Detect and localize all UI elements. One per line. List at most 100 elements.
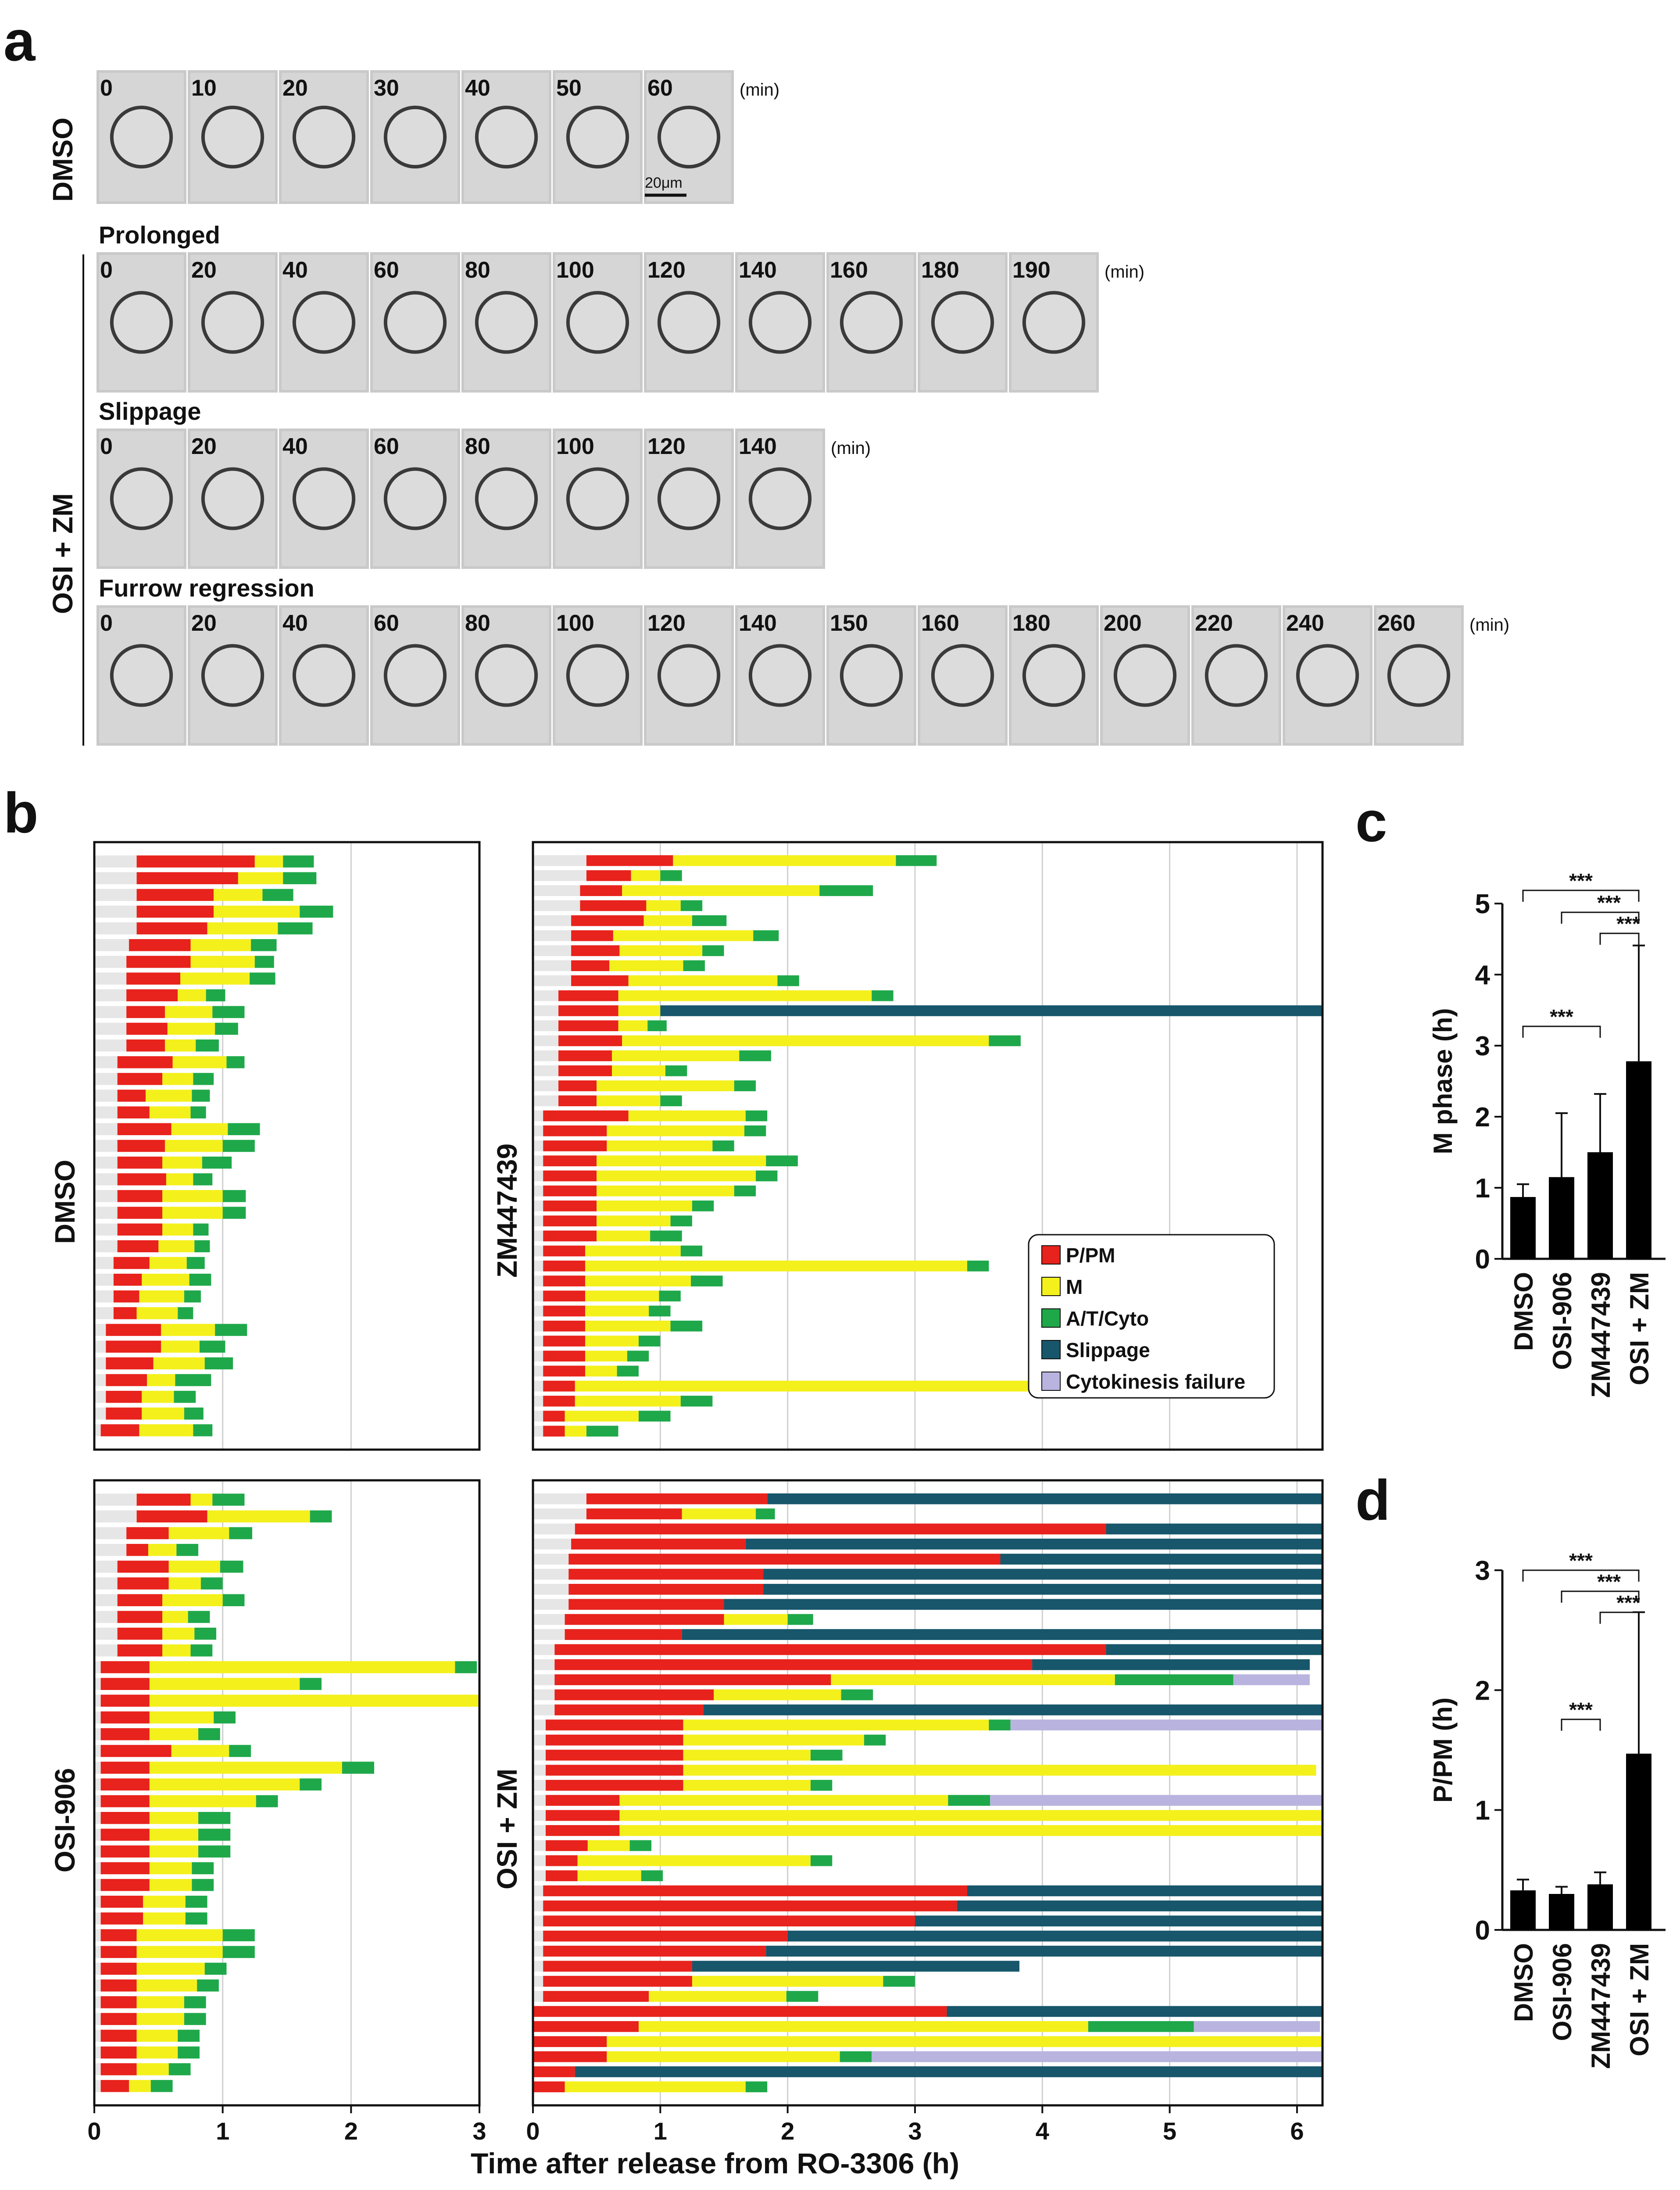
timeline-segment [185,1896,207,1908]
timelapse-frame: 20 [188,252,278,393]
timeline-segment [117,1561,169,1573]
timeline-segment [94,1357,106,1370]
cell-image [475,105,538,169]
timeline-segment [94,1090,118,1102]
timeline-segment [117,1156,163,1169]
timeline-segment [617,1365,639,1377]
timeline-segment [193,1223,209,1236]
timelapse-frame: 40 [279,605,369,746]
timeline-segment [734,1185,756,1197]
timeline-segment [100,1862,150,1875]
frame-time-label: 80 [465,257,490,283]
timeline-segment [692,1200,714,1211]
timeline-segment [777,975,799,986]
timeline-segment [94,1156,118,1169]
panel-a-timelapse: DMSO OSI + ZM Prolonged Slippage Furrow … [47,70,1509,746]
timeline-segment [554,1644,1106,1655]
significance-label: *** [1597,891,1621,914]
category-label: ZM447439 [1586,1272,1616,1398]
timeline-segment [190,1644,213,1657]
timelapse-frame: 40 [279,429,369,569]
timeline-segment [533,1125,543,1136]
timeline-segment [585,1320,671,1332]
timeline-segment [196,1039,219,1052]
timeline-segment [192,1862,214,1875]
timeline-segment [571,1538,746,1550]
timeline-segment [558,1020,618,1031]
timeline-segment [150,2080,173,2092]
timeline-segment [558,1065,612,1076]
cell-image [201,291,265,354]
timelapse-frame: 100 [553,429,643,569]
timeline-segment [136,855,255,868]
timeline-segment [94,2080,101,2092]
timeline-segment [543,1275,586,1286]
frame-time-label: 40 [282,257,308,283]
timeline-segment [586,855,673,866]
cell-image [201,644,265,707]
timeline-segment [94,1340,106,1353]
timeline-segment [94,1106,118,1118]
tick-label: 0 [87,2117,101,2145]
timeline-segment [989,1719,1011,1731]
timeline-segment [189,1273,211,1286]
cell-image [931,291,994,354]
panel-letter-d: d [1355,1468,1390,1532]
timeline-segment [533,1840,546,1851]
timeline-segment [533,1350,543,1362]
timeline-segment [533,1584,569,1595]
timeline-segment [184,1408,204,1420]
significance-bracket [1522,1025,1601,1038]
cell-image [1387,644,1451,707]
timelapse-frame: 60 [370,252,460,393]
timeline-segment [204,1962,227,1975]
timeline-segment [117,1106,150,1118]
timeline-segment [178,1307,193,1319]
timeline-segment [162,1190,223,1202]
timeline-segment [94,1627,118,1640]
timeline-segment [543,1425,565,1437]
significance-bracket [1561,1718,1601,1731]
timeline-segment [162,1223,193,1236]
timelapse-frame: 240 [1283,605,1373,746]
timeline-segment [565,1411,639,1422]
cell-image [110,644,173,707]
timeline-segment [543,1185,597,1197]
frame-time-label: 60 [374,257,399,283]
timeline-segment [214,1711,236,1724]
frame-time-label: 100 [556,611,594,636]
cell-image [292,105,356,169]
timeline-segment [162,1594,223,1607]
cell-image [475,467,538,530]
timeline-segment [100,1946,137,1958]
cell-image [1022,644,1086,707]
timeline-subplot: OSI-906 0 1 2 3 [49,1479,486,2145]
category-label: OSI-906 [1548,1272,1577,1370]
timeline-segment [533,1961,543,1972]
timeline-segment [533,1568,569,1580]
timeline-segment [184,2013,206,2025]
bar [1510,1197,1536,1259]
timeline-segment [215,1324,247,1336]
timeline-segment [714,1689,841,1701]
timeline-segment [568,1554,1001,1565]
timeline-segment [193,1073,214,1085]
cell-image [566,467,629,530]
timeline-segment [533,1170,543,1182]
timeline-segment [659,1290,681,1302]
timeline-segment [149,1711,214,1724]
frame-time-label: 0 [100,434,113,459]
cell-image [475,291,538,354]
timeline-segment [204,1357,233,1370]
timeline-segment [202,1156,232,1169]
timelapse-frame: 50 [553,70,643,204]
significance-bracket [1561,1590,1640,1603]
timeline-segment [106,1374,147,1386]
timeline-segment [786,1991,819,2002]
timeline-segment [149,1694,479,1707]
timeline-segment [161,1340,200,1353]
timeline-segment [546,1719,683,1731]
timeline-segment [229,1527,252,1540]
significance-bracket [1522,1569,1640,1582]
timeline-segment [680,1245,703,1257]
